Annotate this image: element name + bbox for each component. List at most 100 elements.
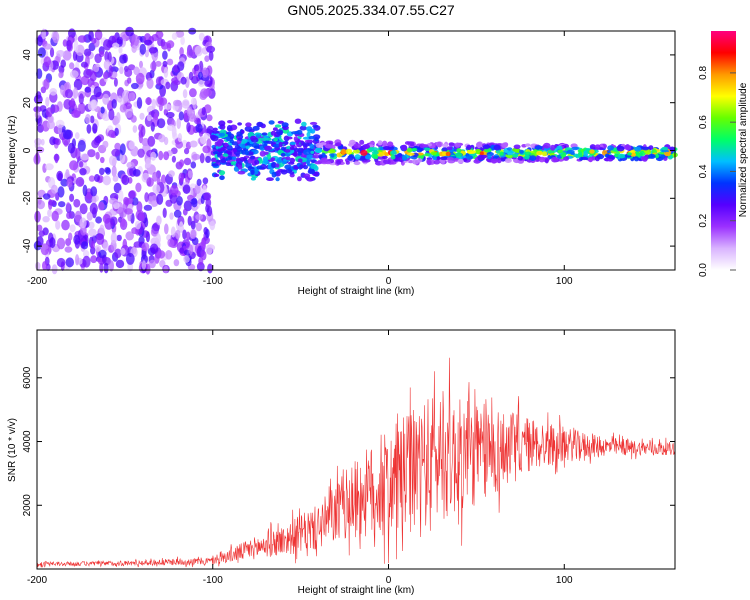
spectrogram-cell	[45, 163, 54, 171]
spectrogram-cell	[189, 88, 197, 98]
spectrogram-cell	[236, 131, 243, 137]
snr-x-tick-label: -200	[27, 575, 47, 586]
spectrogram-cell	[543, 142, 551, 149]
spectrogram-cell	[34, 138, 42, 146]
spectrogram-cell	[613, 154, 619, 158]
spectrogram-cell	[466, 144, 472, 150]
spectrogram-cell	[371, 151, 379, 155]
spectrogram-cell	[47, 209, 52, 218]
spectrogram-cell	[227, 120, 233, 124]
spectrogram-cell	[231, 141, 239, 146]
spectrogram-cell	[152, 171, 158, 182]
spectrogram-cell	[442, 143, 449, 148]
spectrogram-cell	[93, 86, 102, 98]
spectrogram-cell	[513, 144, 521, 150]
spectrogram-cell	[94, 135, 102, 144]
spectrogram-cell	[141, 260, 147, 270]
spectrogram-cell	[131, 197, 139, 206]
snr-y-tick-label: 2000	[22, 494, 33, 517]
spectrogram-cell	[127, 77, 132, 84]
spectrogram-cell	[352, 149, 361, 154]
spectrogram-cell	[617, 153, 626, 159]
spectrogram-cell	[123, 196, 129, 205]
spectrogram-y-tick-label: 0	[22, 147, 33, 153]
spectrogram-cell	[396, 153, 403, 157]
spectrogram-cell	[202, 177, 209, 185]
spectrogram-cell	[191, 197, 198, 208]
spectrogram-cell	[55, 119, 65, 128]
spectrogram-cell	[187, 215, 192, 226]
spectrogram-cell	[422, 144, 429, 148]
spectrogram-cell	[291, 131, 299, 135]
spectrogram-cell	[519, 149, 524, 154]
spectrogram-cell	[360, 149, 368, 156]
spectrogram-cell	[158, 104, 163, 112]
spectrogram-cell	[206, 114, 213, 122]
spectrogram-cell	[124, 68, 133, 77]
spectrogram-cell	[102, 213, 111, 224]
spectrogram-cell	[135, 182, 142, 193]
spectrogram-cell	[38, 230, 45, 237]
spectrogram-cell	[49, 47, 55, 58]
spectrogram-cell	[60, 84, 65, 96]
spectrogram-cell	[116, 234, 122, 242]
spectrogram-cell	[642, 146, 649, 151]
spectrogram-cell	[138, 212, 145, 222]
spectrogram-cell	[144, 39, 153, 46]
spectrogram-cell	[132, 125, 138, 133]
spectrogram-cell	[43, 78, 50, 90]
spectrogram-cell	[84, 86, 92, 93]
spectrogram-cell	[432, 156, 438, 161]
spectrogram-cell	[327, 149, 336, 154]
spectrogram-cell	[58, 71, 64, 79]
spectrogram-cell	[166, 111, 175, 119]
spectrogram-cell	[273, 137, 278, 142]
spectrogram-cell	[125, 252, 135, 265]
spectrogram-cell	[170, 226, 176, 238]
spectrogram-cell	[197, 71, 203, 80]
spectrogram-cell	[88, 42, 96, 52]
spectrogram-cell	[65, 169, 70, 179]
spectrogram-cell	[43, 43, 52, 50]
spectrogram-cell	[263, 151, 269, 155]
spectrogram-cell	[320, 157, 329, 163]
spectrogram-cell	[40, 244, 49, 250]
spectrogram-cell	[204, 55, 210, 62]
spectrogram-cell	[120, 247, 126, 256]
spectrogram-cell	[212, 151, 218, 155]
spectrogram-cell	[262, 156, 269, 162]
spectrogram-cell	[345, 148, 353, 155]
spectrogram-cell	[56, 257, 66, 268]
spectrogram-cell	[177, 61, 185, 71]
spectrogram-cell	[203, 192, 212, 201]
spectrogram-cell	[310, 163, 318, 169]
spectrogram-cell	[102, 241, 109, 252]
spectrogram-cell	[94, 245, 102, 252]
spectrogram-cell	[362, 144, 371, 149]
spectrogram-cell	[66, 39, 72, 51]
spectrogram-cell	[208, 50, 214, 61]
spectrogram-cell	[234, 145, 241, 150]
spectrogram-cell	[58, 201, 66, 208]
spectrogram-cell	[42, 193, 51, 200]
spectrogram-cell	[99, 262, 104, 273]
spectrogram-cell	[433, 159, 441, 165]
spectrogram-cell	[297, 158, 303, 163]
spectrogram-cell	[143, 204, 153, 211]
spectrogram-cell	[225, 162, 232, 167]
spectrogram-x-tick-label: -200	[27, 276, 47, 287]
spectrogram-cell	[163, 103, 172, 110]
spectrogram-cell	[116, 36, 123, 45]
spectrogram-y-tick-label: 20	[22, 97, 33, 109]
spectrogram-cell	[37, 47, 46, 58]
spectrogram-cell	[114, 127, 119, 137]
snr-frame	[36, 329, 676, 570]
spectrogram-cell	[303, 149, 311, 156]
spectrogram-cell	[237, 165, 243, 170]
spectrogram-cell	[275, 177, 280, 182]
spectrogram-cell	[183, 157, 192, 166]
spectrogram-cell	[465, 155, 474, 160]
spectrogram-cell	[417, 152, 424, 156]
spectrogram-cell	[77, 140, 86, 152]
